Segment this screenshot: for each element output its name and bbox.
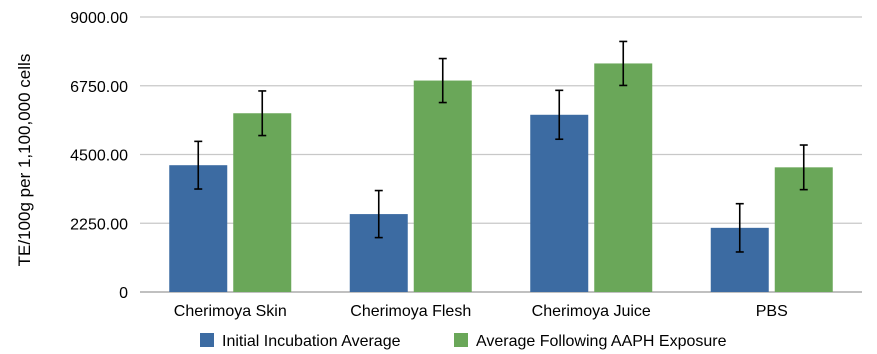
y-tick-label: 2250.00 (70, 216, 128, 233)
bar-aaph (413, 80, 472, 292)
x-axis-labels: Cherimoya Skin Cherimoya Flesh Cherimoya J… (174, 303, 788, 320)
bar-aaph (594, 63, 653, 292)
y-axis-ticks: 0 2250.00 4500.00 6750.00 9000.00 (70, 10, 128, 302)
y-tick-label: 0 (119, 285, 128, 302)
legend-label: Initial Incubation Average (222, 333, 401, 350)
error-bars (194, 40, 808, 253)
y-tick-label: 6750.00 (70, 79, 128, 96)
x-category-label: Cherimoya Skin (174, 303, 287, 320)
legend: Initial Incubation Average Average Follow… (200, 333, 727, 350)
x-category-label: Cherimoya Juice (532, 303, 651, 320)
legend-swatch (454, 333, 468, 347)
legend-label: Average Following AAPH Exposure (476, 333, 727, 350)
y-tick-label: 4500.00 (70, 148, 128, 165)
y-tick-label: 9000.00 (70, 10, 128, 27)
bar-aaph (233, 113, 292, 292)
x-category-label: PBS (756, 303, 788, 320)
bar-initial (530, 114, 589, 293)
legend-swatch (200, 333, 214, 347)
bars (169, 63, 833, 293)
x-category-label: Cherimoya Flesh (350, 303, 471, 320)
y-axis-title: TE/100g per 1,100,000 cells (15, 54, 34, 267)
